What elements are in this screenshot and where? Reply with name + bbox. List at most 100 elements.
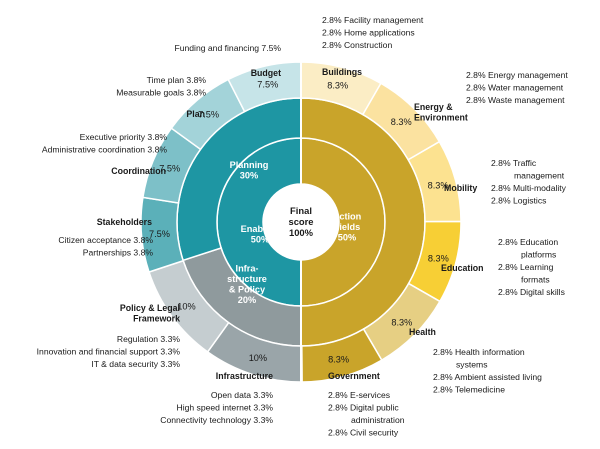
center-label: Final score 100% <box>288 205 313 238</box>
detail-item: 2.8% Waste management <box>466 95 565 105</box>
detail-item: 2.8% Energy management <box>466 70 568 80</box>
level1-label-action-fields-line: Action <box>333 212 362 222</box>
category-infrastructure: Infrastructure <box>216 371 273 381</box>
detail-item: Connectivity technology 3.3% <box>160 415 273 425</box>
level1-label-enablers-line: Enablers <box>241 224 280 234</box>
category-mobility: Mobility <box>444 183 477 193</box>
detail-item: Time plan 3.8% <box>147 75 207 85</box>
level2-label-planning-line: 30% <box>240 170 258 180</box>
detail-item: administration <box>351 415 405 425</box>
category-budget-line: Budget <box>251 68 281 78</box>
category-infrastructure-line: Infrastructure <box>216 371 273 381</box>
detail-item: Regulation 3.3% <box>117 334 180 344</box>
detail-item: 2.8% Digital public <box>328 403 399 413</box>
details-budget: Funding and financing 7.5% <box>174 43 281 53</box>
detail-item: 2.8% Civil security <box>328 428 399 438</box>
detail-item: 2.8% Home applications <box>322 28 415 38</box>
detail-item: 2.8% Multi-modality <box>491 183 567 193</box>
category-buildings-line: Buildings <box>322 67 362 77</box>
level3-value-government: 8.3% <box>328 354 349 364</box>
category-coordination: Coordination <box>111 166 166 176</box>
level2-label-infrastructure-policy: Infra-structure & Policy 20% <box>227 263 267 305</box>
category-mobility-line: Mobility <box>444 183 477 193</box>
detail-item: 2.8% E-services <box>328 390 390 400</box>
category-policy-legal-framework: Policy & Legal Framework <box>120 303 180 324</box>
level3-value-buildings: 8.3% <box>327 80 348 90</box>
level3-value-energy-environment: 8.3% <box>391 117 412 127</box>
detail-item: formats <box>521 275 550 285</box>
detail-item: 2.8% Construction <box>322 40 392 50</box>
category-budget: Budget <box>251 68 281 78</box>
details-government: 2.8% E-services 2.8% Digital public admini… <box>328 390 405 438</box>
detail-item: Executive priority 3.8% <box>80 132 168 142</box>
details-stakeholders: Citizen acceptance 3.8% Partnerships 3.8% <box>58 235 153 258</box>
details-policy-legal-framework: Regulation 3.3% Innovation and financial … <box>37 334 181 369</box>
details-plan: Time plan 3.8% Measurable goals 3.8% <box>116 75 206 98</box>
detail-item: 2.8% Water management <box>466 83 564 93</box>
level3-value-budget: 7.5% <box>257 79 278 89</box>
level3-value-policy-legal-framework: 10% <box>177 301 195 311</box>
category-health-line: Health <box>409 327 436 337</box>
detail-item: 2.8% Traffic <box>491 158 537 168</box>
details-mobility: 2.8% Traffic management 2.8% Multi-modalit… <box>491 158 567 206</box>
detail-item: 2.8% Facility management <box>322 15 424 25</box>
category-government-line: Government <box>328 371 380 381</box>
category-education-line: Education <box>441 263 484 273</box>
level1-label-action-fields: Action Fields 50% <box>333 212 362 243</box>
detail-item: High speed internet 3.3% <box>176 403 273 413</box>
detail-item: 2.8% Telemedicine <box>433 385 505 395</box>
detail-item: platforms <box>521 250 556 260</box>
details-buildings: 2.8% Facility management 2.8% Home applic… <box>322 15 424 50</box>
detail-item: 2.8% Health information <box>433 347 525 357</box>
level2-label-infrastructure-policy-line: structure <box>227 274 267 284</box>
center-label-line: 100% <box>289 227 314 238</box>
detail-item: Measurable goals 3.8% <box>116 88 206 98</box>
level3-value-coordination: 7.5% <box>159 163 180 173</box>
category-health: Health <box>409 327 436 337</box>
level1-label-action-fields-line: 50% <box>338 233 356 243</box>
category-policy-legal-framework-line: Policy & Legal <box>120 303 180 313</box>
level2-label-infrastructure-policy-line: 20% <box>238 295 256 305</box>
category-government: Government <box>328 371 380 381</box>
level3-value-mobility: 8.3% <box>428 180 449 190</box>
level2-label-infrastructure-policy-line: & Policy <box>229 284 266 294</box>
detail-item: 2.8% Logistics <box>491 196 546 206</box>
detail-item: management <box>514 171 565 181</box>
level2-label-infrastructure-policy-line: Infra- <box>236 263 259 273</box>
category-energy-environment-line: Environment <box>414 112 468 122</box>
category-coordination-line: Coordination <box>111 166 166 176</box>
level1-label-enablers-line: 50% <box>251 234 269 244</box>
category-plan: Plan <box>186 109 205 119</box>
level1-label-action-fields-line: Fields <box>334 222 361 232</box>
category-education: Education <box>441 263 484 273</box>
detail-item: IT & data security 3.3% <box>91 359 180 369</box>
detail-item: 2.8% Education <box>498 237 558 247</box>
detail-item: Funding and financing 7.5% <box>174 43 281 53</box>
detail-item: 2.8% Learning <box>498 262 554 272</box>
level3-value-stakeholders: 7.5% <box>149 229 170 239</box>
details-infrastructure: Open data 3.3% High speed internet 3.3% Co… <box>160 390 273 425</box>
level2-label-planning: Planning 30% <box>230 160 269 181</box>
detail-item: Administrative coordination 3.8% <box>42 145 168 155</box>
detail-item: 2.8% Ambient assisted living <box>433 372 542 382</box>
category-energy-environment: Energy & Environment <box>414 102 468 123</box>
chart-labels: Final score 100%Enablers 50%Action Fields 50%… <box>37 15 569 438</box>
detail-item: Citizen acceptance 3.8% <box>58 235 153 245</box>
detail-item: 2.8% Digital skills <box>498 287 565 297</box>
detail-item: systems <box>456 360 488 370</box>
details-health: 2.8% Health information systems 2.8% Ambie… <box>433 347 542 395</box>
details-energy-environment: 2.8% Energy management 2.8% Water managem… <box>466 70 568 105</box>
detail-item: Innovation and financial support 3.3% <box>37 347 181 357</box>
details-coordination: Executive priority 3.8% Administrative co… <box>42 132 168 155</box>
center-label-line: Final <box>290 205 312 216</box>
level1-label-enablers: Enablers 50% <box>241 224 280 245</box>
level3-value-plan: 7.5% <box>198 110 219 120</box>
category-energy-environment-line: Energy & <box>414 102 453 112</box>
level3-value-infrastructure: 10% <box>249 353 267 363</box>
level3-value-health: 8.3% <box>391 317 412 327</box>
center-fill <box>264 185 338 259</box>
level3-value-education: 8.3% <box>428 254 449 264</box>
level2-label-planning-line: Planning <box>230 160 269 170</box>
category-stakeholders-line: Stakeholders <box>97 217 152 227</box>
